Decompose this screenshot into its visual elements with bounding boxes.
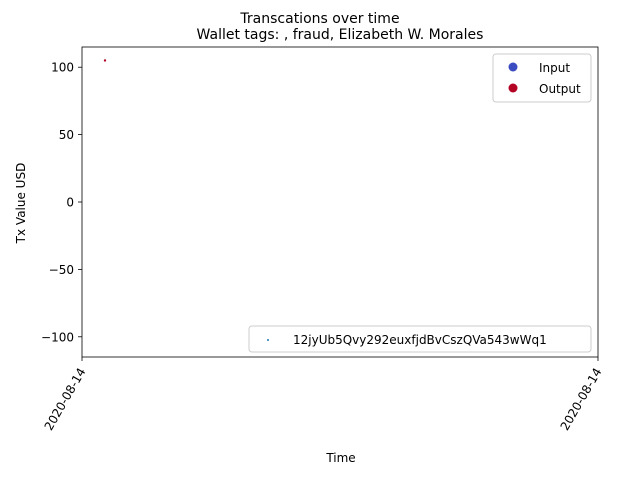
legend-wallet-label: 12jyUb5Qvy292euxfjdBvCszQVa543wWq1 — [293, 333, 547, 347]
legend-wallet-marker — [267, 339, 269, 341]
legend-lower-frame — [248, 325, 592, 353]
legend-output-label: Output — [539, 82, 581, 96]
legend-output-marker — [508, 83, 518, 93]
y-axis-label: Tx Value USD — [14, 163, 28, 245]
y-tick-label: −100 — [41, 330, 74, 344]
legend-input-marker — [508, 62, 518, 72]
y-tick-label: −50 — [49, 263, 74, 277]
y-tick-label: 0 — [66, 196, 74, 210]
x-axis-label: Time — [325, 451, 355, 465]
legend-upper-frame — [492, 53, 592, 103]
chart-subtitle: Wallet tags: , fraud, Elizabeth W. Moral… — [197, 27, 484, 43]
legend-lower: 12jyUb5Qvy292euxfjdBvCszQVa543wWq1 — [248, 325, 592, 353]
y-axis-ticks: 100 50 0 −50 −100 — [41, 61, 82, 344]
data-points — [103, 59, 107, 62]
output-point — [103, 59, 107, 62]
legend-upper: Input Output — [492, 53, 592, 103]
y-tick-label: 100 — [51, 61, 74, 75]
legend-input-label: Input — [539, 61, 570, 75]
y-tick-label: 50 — [59, 128, 74, 142]
chart-title: Transcations over time — [239, 11, 399, 27]
